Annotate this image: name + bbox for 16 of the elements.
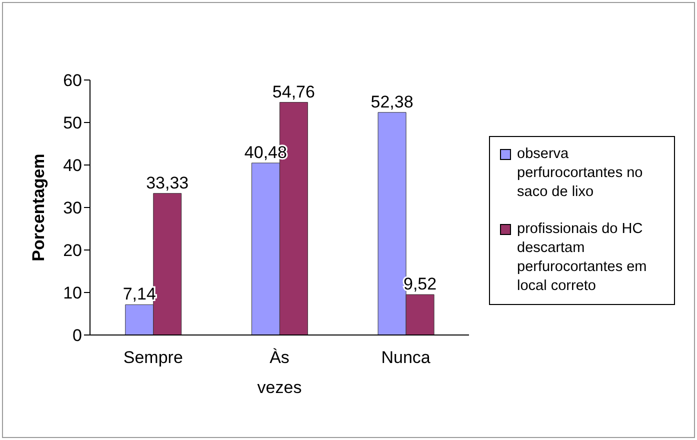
y-tick-label: 50 — [63, 114, 82, 133]
legend-label: profissionais do HC descartam perfurocortantes em local correto — [517, 220, 648, 296]
y-tick-label: 10 — [63, 284, 82, 303]
data-label: 54,76 — [272, 82, 315, 102]
y-axis-title: Porcentagem — [29, 154, 48, 262]
legend-label: observa perfurocortantes no saco de lixo — [517, 144, 644, 202]
x-tick-label: Nunca — [381, 348, 431, 368]
x-tick-label: Sempre — [123, 348, 183, 368]
data-label: 52,38 — [370, 92, 414, 112]
x-tick-label: Às vezes — [257, 348, 302, 398]
y-tick-label: 60 — [63, 71, 82, 90]
y-tick-label: 30 — [63, 198, 82, 218]
y-tick-label: 20 — [63, 241, 82, 260]
data-label: 33,33 — [146, 173, 189, 192]
y-tick-label: 0 — [72, 326, 82, 346]
y-tick-label: 40 — [63, 156, 82, 176]
